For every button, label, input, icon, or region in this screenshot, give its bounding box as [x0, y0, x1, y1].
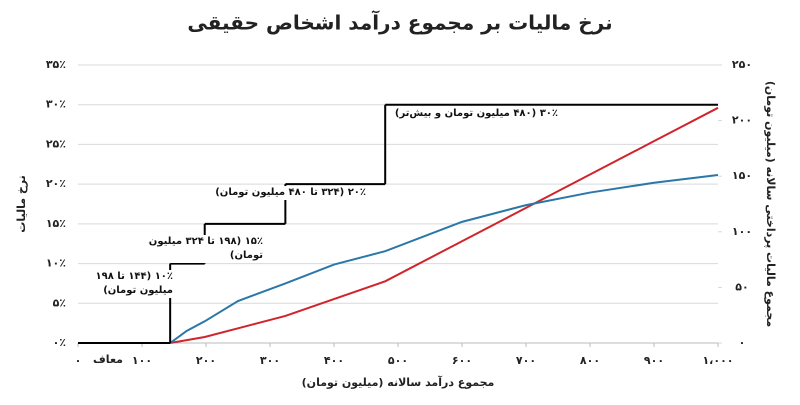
x-tick-label: ۱،۰۰۰: [702, 354, 733, 367]
y2-axis-label: مجموع مالیات پرداختی سالانه (میلیون توما…: [764, 81, 777, 327]
y2-tick-label: ۲۵۰: [732, 58, 752, 71]
y2-tick-label: ۵۰: [735, 280, 748, 293]
y-axis-label: نرخ مالیات: [15, 175, 28, 232]
y2-tick-label: ۲۰۰: [732, 114, 752, 127]
x-tick-label: ۳۰۰: [260, 354, 280, 367]
annotation: ۲۰٪ (۳۲۴ تا ۴۸۰ میلیون تومان): [190, 186, 366, 200]
x-tick-label: ۴۰۰: [324, 354, 344, 367]
y-tick-label: ۳۵٪: [46, 58, 66, 71]
chart-title: نرخ مالیات بر مجموع درآمد اشخاص حقیقی: [187, 10, 612, 35]
x-tick-label: ۹۰۰: [644, 354, 664, 367]
y2-tick-label: ۰: [739, 336, 746, 349]
y2-tick-label: ۱۵۰: [732, 169, 752, 182]
x-axis-label: مجموع درآمد سالانه (میلیون تومان): [302, 375, 495, 389]
series-line: [78, 174, 719, 344]
y-tick-label: ۳۰٪: [46, 98, 66, 111]
y-tick-label: ۱۰٪: [46, 257, 66, 270]
x-tick-label: ۷۰۰: [516, 354, 536, 367]
y-tick-label: ۲۵٪: [46, 137, 66, 150]
y-tick-label: ۲۰٪: [46, 177, 66, 190]
x-tick-label: ۵۰۰: [388, 354, 408, 367]
y2-tick-label: ۱۰۰: [732, 225, 752, 238]
y-tick-label: ۰٪: [53, 336, 66, 349]
series-line: [78, 106, 719, 344]
exempt-label: معاف: [93, 353, 123, 366]
y-tick-label: ۱۵٪: [46, 217, 66, 230]
y-tick-label: ۵٪: [53, 296, 66, 309]
annotation: ۱۰٪ (۱۴۴ تا ۱۹۸ میلیون تومان): [85, 270, 173, 298]
x-tick-label: ۲۰۰: [196, 354, 216, 367]
x-tick-label: ۸۰۰: [580, 354, 600, 367]
annotation: ۳۰٪ (۴۸۰ میلیون تومان و بیش‌تر): [393, 107, 558, 121]
x-tick-label: ۰: [75, 354, 82, 367]
annotation: ۱۵٪ (۱۹۸ تا ۳۲۴ میلیون تومان): [113, 235, 263, 263]
x-tick-label: ۱۰۰: [132, 354, 152, 367]
x-tick-label: ۶۰۰: [452, 354, 472, 367]
